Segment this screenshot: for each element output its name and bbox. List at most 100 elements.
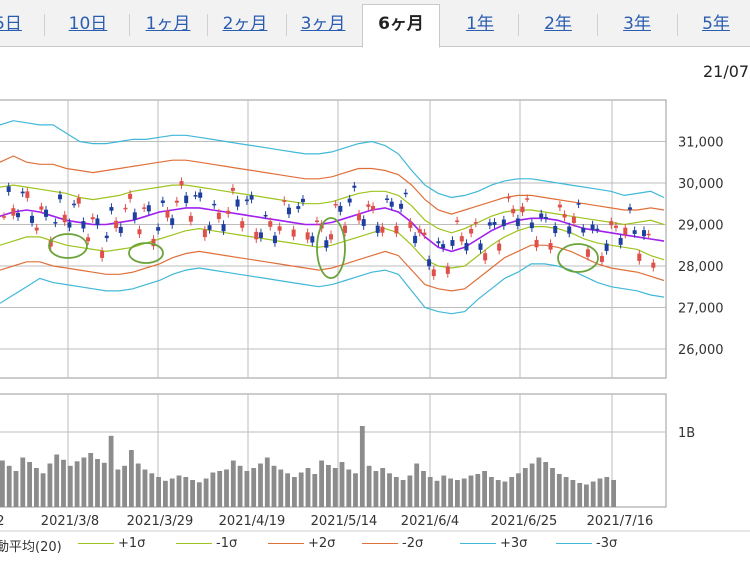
candle-body [72, 203, 77, 206]
tab-5d[interactable]: 5日 [0, 14, 22, 34]
volume-bar [359, 426, 365, 507]
candle-body [230, 187, 235, 191]
tab-3y[interactable]: 3年 [623, 14, 651, 34]
tab-separator [129, 14, 130, 36]
tab-separator [286, 14, 287, 36]
tab-5y[interactable]: 5年 [702, 14, 730, 34]
candle-body [90, 217, 95, 220]
volume-bar [285, 473, 290, 508]
candle-body [361, 219, 366, 226]
x-axis-label: /12 [0, 514, 4, 529]
candle-body [525, 198, 530, 200]
volume-bar [169, 478, 175, 507]
tab-separator [207, 14, 208, 36]
volume-bar [346, 469, 352, 507]
series-line-3 [0, 155, 665, 215]
candle-body [305, 232, 310, 240]
candle-body [25, 191, 30, 198]
volume-bar [101, 462, 107, 508]
tab-10d[interactable]: 10日 [68, 14, 108, 34]
candle-body [310, 236, 315, 243]
candle-body [385, 198, 390, 200]
candle-body [184, 195, 189, 204]
volume-bar [217, 471, 223, 507]
volume-bar [203, 478, 209, 507]
candle-body [137, 229, 142, 235]
candle-body [39, 206, 44, 210]
volume-bar [149, 473, 155, 508]
tab-1m[interactable]: 1ヶ月 [145, 14, 191, 34]
volume-bar [380, 468, 386, 507]
candle-body [104, 235, 109, 239]
legend-minus3-label: -3σ [596, 536, 618, 551]
candle-body [62, 214, 67, 223]
volume-bar [163, 480, 168, 508]
candle-body [44, 209, 49, 217]
candle-body [543, 217, 548, 219]
tab-2m[interactable]: 2ヶ月 [222, 14, 268, 34]
candle-body [338, 205, 343, 212]
tab-1y[interactable]: 1年 [466, 14, 494, 34]
candle-body [417, 229, 422, 233]
tab-6m[interactable]: 6ヶ月 [362, 4, 440, 48]
volume-bar [414, 463, 420, 507]
candle-body [286, 207, 291, 215]
volume-bar [210, 472, 216, 507]
candle-body [314, 220, 319, 223]
volume-bar [61, 459, 66, 508]
x-axis-label: 2021/6/4 [401, 514, 459, 529]
candle-body [263, 214, 268, 217]
candle-body [202, 229, 207, 238]
candle-body [357, 213, 362, 221]
volume-bar [353, 473, 358, 508]
candle-body [427, 259, 432, 267]
series-line-1 [0, 184, 665, 234]
candle-body [651, 262, 656, 268]
tab-3m[interactable]: 3ヶ月 [300, 14, 346, 34]
volume-bar [482, 471, 487, 507]
x-axis-label: 2021/3/29 [127, 514, 194, 529]
candle-body [445, 266, 450, 274]
volume-bar [183, 477, 189, 507]
volume-bar [237, 465, 243, 508]
candle-body [581, 227, 586, 233]
candle-body [459, 236, 464, 242]
volume-bar [27, 462, 32, 507]
candle-body [324, 240, 329, 248]
volume-bar [393, 477, 399, 507]
candle-body [226, 210, 231, 214]
candle-body [590, 224, 595, 230]
candle-body [160, 200, 165, 203]
legend-minus3: -3σ [556, 536, 617, 554]
candle-body [595, 228, 600, 231]
legend-minus1: -1σ [176, 536, 237, 554]
volume-bar [461, 478, 467, 507]
candle-body [632, 230, 637, 234]
volume-bar [312, 474, 318, 507]
candle-body [2, 216, 6, 218]
tab-2y[interactable]: 2年 [544, 14, 572, 34]
candle-body [562, 214, 567, 218]
candle-body [16, 212, 21, 218]
candle-body [515, 218, 520, 226]
candle-body [389, 201, 394, 207]
candle-body [492, 222, 497, 225]
volume-bar [74, 461, 80, 508]
candle-body [343, 225, 348, 233]
candle-body [469, 228, 474, 234]
candle-body [188, 215, 193, 222]
candle-body [11, 208, 16, 216]
volume-bar [305, 468, 311, 507]
legend-plus1-label: +1σ [118, 536, 146, 551]
candle-body [520, 206, 525, 213]
candle-body [422, 232, 427, 236]
volume-bar [563, 477, 569, 507]
volume-bar [40, 473, 46, 508]
candle-body [599, 256, 604, 262]
legend-minus2: -2σ [362, 536, 423, 554]
candle-body [431, 269, 436, 277]
volume-bar [400, 480, 406, 507]
series-line-5 [0, 120, 665, 199]
x-axis-label: 2021/7/16 [587, 514, 654, 529]
